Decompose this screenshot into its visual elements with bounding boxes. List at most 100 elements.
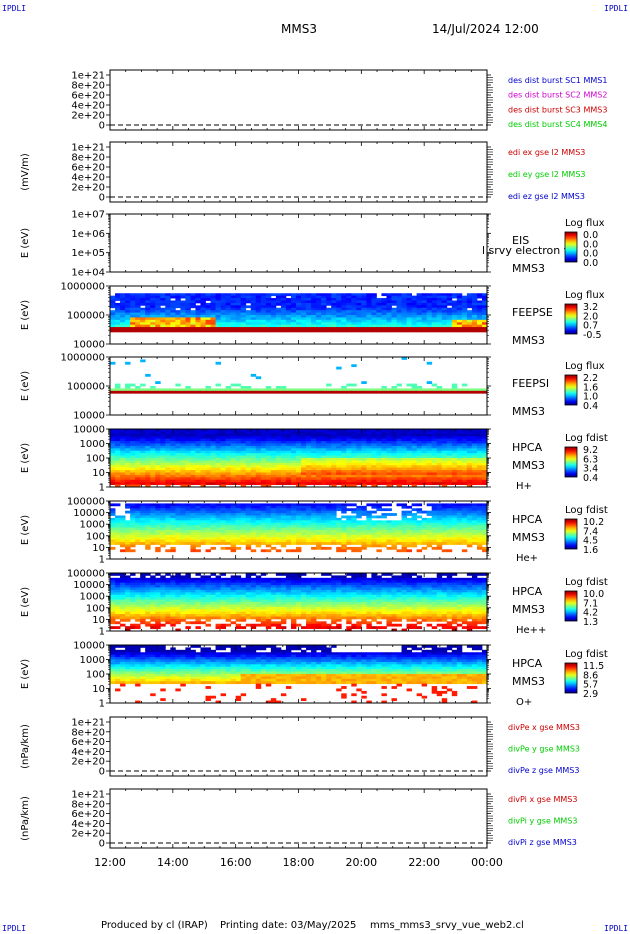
panel-feepse-cell <box>426 302 433 306</box>
panel-hpca-he-cell <box>235 539 242 543</box>
panel-feepse-cell <box>426 319 433 323</box>
panel-feepse-cell <box>466 312 473 316</box>
panel-hpca-he-cell <box>160 532 166 536</box>
panel-feepse-cell <box>336 305 342 309</box>
panel-hpca-h-cell <box>436 433 443 437</box>
panel-hpca-h-cell <box>381 443 387 447</box>
panel-feepse-cell <box>190 302 196 306</box>
panel-hpca-he-cell <box>260 522 267 526</box>
panel-hpca-h-cell <box>381 462 387 466</box>
panel-hpca-he-cell <box>421 527 428 531</box>
panel-hpca-h-cell <box>265 465 272 469</box>
panel-hpca-he-cell <box>130 520 136 524</box>
panel-hpca-h-cell <box>441 436 448 440</box>
panel-feepse-cell <box>376 327 382 330</box>
panel-hpca-he-cell <box>130 508 136 512</box>
panel-hpca-h-cell <box>456 474 463 478</box>
panel-hpca-he-cell <box>376 525 382 528</box>
panel-feepsi-cell <box>205 388 211 392</box>
panel-hpca-he-cell <box>180 537 186 541</box>
panel-hpca-h-cell <box>270 450 277 454</box>
panel-hpca-he-cell <box>140 503 146 507</box>
panel-feepse-cell <box>431 315 438 318</box>
panel-hpca-he-cell <box>446 505 453 509</box>
panel-hpca-he-cell <box>366 537 372 541</box>
panel-hpca-h-cell <box>210 470 216 473</box>
panel-hpca-h-cell <box>135 433 141 437</box>
panel-feepsi-cell <box>295 390 302 394</box>
panel-hpca-he-cell <box>376 515 382 519</box>
panel-hpca-h-cell <box>135 453 141 456</box>
panel-hpca-he-cell <box>185 530 191 533</box>
panel-hpca-he-cell <box>381 542 387 545</box>
panel-feepse-cell <box>356 310 362 313</box>
panel-feepse-cell <box>476 324 483 328</box>
panel-hpca-h-cell <box>416 433 423 437</box>
panel-hpca-h-cell <box>306 479 312 483</box>
panel-hpca-he-cell <box>481 539 488 543</box>
panel-hpca-h-cell <box>175 431 181 435</box>
panel-hpca-he-cell <box>280 544 287 548</box>
panel-hpca-he-cell <box>416 503 423 507</box>
panel-hpca-h-cell <box>240 470 247 473</box>
panel-feepse-cell <box>331 293 337 297</box>
panel-feepse-cell <box>235 293 242 297</box>
panel-hpca-h-cell <box>356 462 362 466</box>
panel-feepse-cell <box>371 319 377 323</box>
panel-hpca-h-cell <box>371 431 377 435</box>
panel-hpca-h-ylabel: E (eV) <box>20 443 31 473</box>
panel-hpca-h-cell <box>185 436 191 440</box>
panel-hpca-he-cell <box>130 522 136 526</box>
panel-feepse-cell <box>275 302 282 306</box>
panel-hpca-h-cell <box>336 462 342 466</box>
panel-feepse-cell <box>290 307 297 311</box>
panel-hpca-he-cell <box>321 503 327 507</box>
panel-feepse-cell <box>346 300 352 304</box>
panel-hpca-h-cell <box>250 472 257 476</box>
panel-feepse-cell <box>351 307 357 311</box>
panel-feepsi-cell <box>326 383 332 387</box>
panel-feepsi-cell <box>316 390 322 394</box>
panel-hpca-he-cell <box>195 508 201 512</box>
panel-hpca-h-cell <box>481 455 488 459</box>
panel-hpca-he-cell <box>150 527 156 531</box>
panel-hpca-h-cell <box>125 460 131 464</box>
panel-hpca-h-cell <box>326 441 332 444</box>
panel-feepse-cell <box>411 317 418 321</box>
panel-hpca-h-cell <box>396 441 402 444</box>
panel-hpca-h-cell <box>180 429 186 432</box>
panel-hpca-h-cell <box>456 438 463 442</box>
panel-hpca-he-cell <box>466 513 473 516</box>
panel-feepsi-cell <box>265 388 272 392</box>
panel-hpca-he-cell <box>326 530 332 533</box>
panel-hpca-h-cell <box>306 450 312 454</box>
panel-feepse-cell <box>120 305 126 309</box>
panel-feepse-cell <box>270 319 277 323</box>
panel-hpca-h-cell <box>115 445 121 449</box>
panel-hpca-h-cell <box>311 441 317 444</box>
panel-hpca-h-cell <box>140 470 146 473</box>
panel-feepse-cell <box>481 307 488 311</box>
panel-feepse-cell <box>255 322 262 326</box>
panel-feepse-cell <box>205 315 211 318</box>
panel-hpca-h-cell <box>135 477 141 481</box>
panel-hpca-h-cell <box>220 462 227 466</box>
panel-hpca-h-cell <box>341 450 347 454</box>
panel-feepse-cell <box>306 307 312 311</box>
panel-hpca-he-cell <box>381 527 387 531</box>
panel-feepse-cell <box>175 317 181 321</box>
panel-hpca-he-cell <box>230 522 237 526</box>
panel-hpca-he-cell <box>160 513 166 516</box>
panel-hpca-h-cell <box>411 448 418 452</box>
panel-hpca-h-cell <box>331 482 337 485</box>
panel-hpca-he-cell <box>290 508 297 512</box>
panel-feepse-cell <box>160 310 166 313</box>
panel-feepse-cell <box>371 295 377 299</box>
panel-hpca-h-cell <box>270 445 277 449</box>
panel-feepse-cell <box>391 298 397 301</box>
panel-feepsi-cell <box>210 390 216 394</box>
panel-hpca-he-cell <box>120 527 126 531</box>
panel-hpca-h-cell <box>351 438 357 442</box>
panel-feepse-cell <box>130 324 136 328</box>
panel-hpca-h-cell <box>471 479 478 483</box>
